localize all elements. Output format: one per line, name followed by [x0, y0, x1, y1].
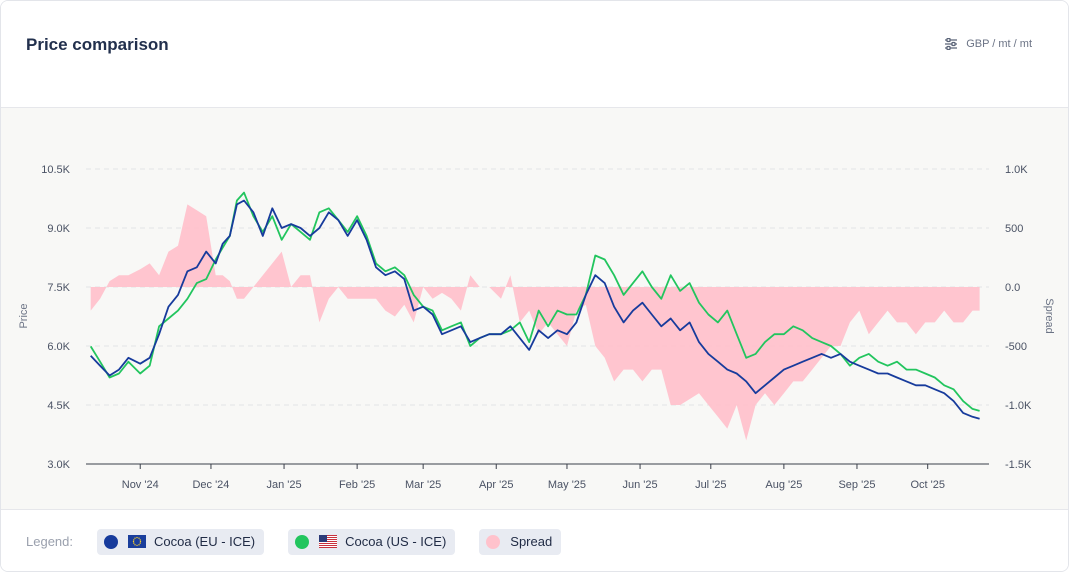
- legend-item-label: Spread: [510, 534, 553, 549]
- units-selector[interactable]: GBP / mt / mt: [944, 38, 1032, 50]
- x-tick-label: Sep '25: [838, 479, 875, 491]
- legend: Legend: Cocoa (EU - ICE): [1, 509, 1068, 571]
- legend-item-spread[interactable]: Spread: [479, 528, 562, 555]
- y2-tick-label: -500: [1005, 341, 1027, 353]
- card-title: Price comparison: [26, 35, 169, 54]
- spread-swatch: [486, 534, 501, 549]
- x-tick-label: Feb '25: [339, 479, 375, 491]
- cocoa-eu-swatch: [104, 534, 118, 549]
- sliders-icon: [945, 38, 958, 50]
- y2-tick-label: 0.0: [1005, 282, 1020, 294]
- x-tick-label: Mar '25: [405, 479, 441, 491]
- y-axis-right: -1.5K -1.0K -500 0.0 500 1.0K: [1005, 164, 1032, 471]
- legend-item-label: Cocoa (EU - ICE): [154, 534, 256, 549]
- eu-flag-icon: [128, 535, 146, 548]
- x-tick-label: Apr '25: [479, 479, 514, 491]
- legend-item-label: Cocoa (US - ICE): [345, 534, 447, 549]
- us-flag-icon: [319, 535, 338, 548]
- x-tick-label: Dec '24: [192, 479, 229, 491]
- legend-label: Legend:: [26, 534, 73, 549]
- y-axis-left: 3.0K 4.5K 6.0K 7.5K 9.0K 10.5K: [41, 164, 70, 471]
- y-axis-title: Price: [18, 303, 30, 328]
- y-tick-label: 9.0K: [47, 223, 70, 235]
- x-tick-label: May '25: [548, 479, 586, 491]
- cocoa-us-swatch: [295, 534, 310, 549]
- x-tick-label: Nov '24: [122, 479, 159, 491]
- y2-tick-label: 500: [1005, 223, 1023, 235]
- y2-tick-label: -1.5K: [1005, 459, 1032, 471]
- y2-tick-label: 1.0K: [1005, 164, 1028, 176]
- x-tick-label: Jun '25: [622, 479, 657, 491]
- y-tick-label: 3.0K: [47, 459, 70, 471]
- legend-item-cocoa-us[interactable]: Cocoa (US - ICE): [288, 528, 456, 555]
- y-tick-label: 10.5K: [41, 164, 70, 176]
- x-tick-label: Jan '25: [266, 479, 301, 491]
- y-tick-label: 7.5K: [47, 282, 70, 294]
- y2-tick-label: -1.0K: [1005, 400, 1032, 412]
- price-comparison-chart: Nov '24 Dec '24 Jan '25 Feb '25 Mar '25 Apr '…: [18, 164, 1055, 491]
- y-tick-label: 6.0K: [47, 341, 70, 353]
- card-header: Price comparison GBP / mt / mt: [1, 1, 1068, 108]
- x-tick-label: Jul '25: [695, 479, 726, 491]
- x-tick-label: Oct '25: [910, 479, 945, 491]
- x-tick-label: Aug '25: [765, 479, 802, 491]
- legend-item-cocoa-eu[interactable]: Cocoa (EU - ICE): [97, 528, 265, 555]
- y2-axis-title: Spread: [1043, 298, 1055, 333]
- units-label: GBP / mt / mt: [966, 38, 1032, 50]
- x-axis: Nov '24 Dec '24 Jan '25 Feb '25 Mar '25 Apr '…: [122, 464, 945, 491]
- series-line-cocoa-eu: [90, 199, 980, 420]
- y-tick-label: 4.5K: [47, 400, 70, 412]
